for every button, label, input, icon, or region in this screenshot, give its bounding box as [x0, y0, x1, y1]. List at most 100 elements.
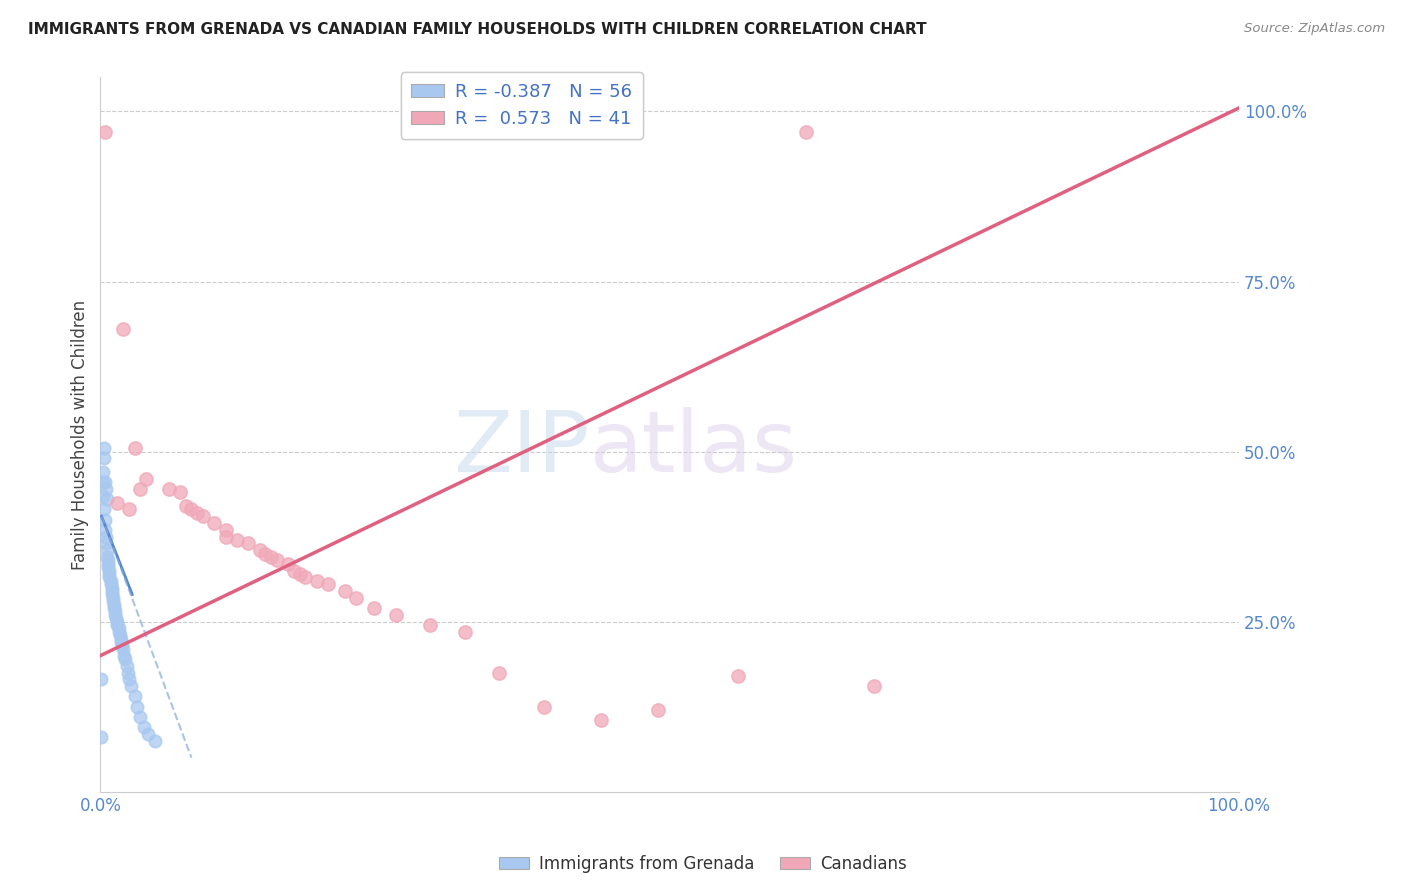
Point: [98, 570, 121, 584]
Text: ZIP: ZIP: [453, 408, 591, 491]
Point: [114, 652, 136, 666]
Point: [97, 560, 120, 574]
Point: [97, 553, 120, 567]
Point: [249, 543, 271, 558]
Point: [94, 530, 117, 544]
Point: [91, 489, 114, 503]
Point: [453, 624, 475, 639]
Point: [283, 564, 305, 578]
Point: [238, 536, 260, 550]
Point: [112, 648, 135, 663]
Point: [107, 495, 129, 509]
Legend: R = -0.387   N = 56, R =  0.573   N = 41: R = -0.387 N = 56, R = 0.573 N = 41: [401, 72, 643, 139]
Point: [533, 699, 555, 714]
Point: [180, 502, 202, 516]
Point: [107, 615, 129, 629]
Point: [120, 679, 142, 693]
Point: [93, 502, 115, 516]
Point: [294, 570, 316, 584]
Point: [124, 690, 146, 704]
Point: [226, 533, 249, 547]
Point: [124, 441, 146, 455]
Point: [129, 482, 152, 496]
Point: [108, 628, 131, 642]
Point: [107, 624, 129, 639]
Point: [98, 564, 121, 578]
Text: IMMIGRANTS FROM GRENADA VS CANADIAN FAMILY HOUSEHOLDS WITH CHILDREN CORRELATION : IMMIGRANTS FROM GRENADA VS CANADIAN FAMI…: [28, 22, 927, 37]
Point: [90, 731, 112, 745]
Point: [794, 125, 817, 139]
Point: [363, 601, 385, 615]
Point: [96, 549, 118, 564]
Point: [90, 673, 112, 687]
Point: [103, 598, 125, 612]
Point: [100, 577, 122, 591]
Point: [111, 639, 134, 653]
Point: [96, 543, 118, 558]
Point: [101, 591, 124, 605]
Point: [112, 641, 135, 656]
Point: [104, 604, 127, 618]
Point: [591, 713, 613, 727]
Point: [100, 587, 122, 601]
Point: [277, 557, 299, 571]
Point: [100, 574, 122, 588]
Point: [94, 475, 117, 490]
Text: atlas: atlas: [591, 408, 797, 491]
Point: [333, 584, 356, 599]
Point: [186, 506, 208, 520]
Point: [125, 699, 148, 714]
Point: [254, 547, 277, 561]
Point: [107, 622, 129, 636]
Point: [727, 669, 749, 683]
Point: [101, 594, 124, 608]
Point: [129, 710, 152, 724]
Point: [110, 635, 132, 649]
Point: [135, 472, 157, 486]
Point: [110, 632, 132, 646]
Point: [103, 601, 125, 615]
Y-axis label: Family Households with Children: Family Households with Children: [72, 300, 89, 570]
Point: [316, 577, 339, 591]
Point: [346, 591, 368, 605]
Point: [214, 523, 236, 537]
Point: [118, 502, 141, 516]
Point: [143, 733, 166, 747]
Point: [91, 475, 114, 490]
Point: [118, 673, 141, 687]
Point: [94, 523, 117, 537]
Point: [169, 485, 191, 500]
Text: Source: ZipAtlas.com: Source: ZipAtlas.com: [1244, 22, 1385, 36]
Point: [100, 584, 122, 599]
Point: [174, 499, 197, 513]
Point: [288, 567, 311, 582]
Point: [98, 567, 121, 582]
Legend: Immigrants from Grenada, Canadians: Immigrants from Grenada, Canadians: [492, 848, 914, 880]
Point: [94, 536, 117, 550]
Point: [117, 665, 139, 680]
Point: [94, 125, 117, 139]
Point: [100, 581, 122, 595]
Point: [105, 611, 128, 625]
Point: [260, 549, 283, 564]
Point: [96, 492, 118, 507]
Point: [107, 618, 129, 632]
Point: [94, 513, 117, 527]
Point: [157, 482, 180, 496]
Point: [419, 618, 441, 632]
Point: [115, 658, 138, 673]
Point: [191, 509, 214, 524]
Point: [93, 451, 115, 466]
Point: [863, 679, 886, 693]
Point: [91, 465, 114, 479]
Point: [647, 703, 669, 717]
Point: [112, 322, 135, 336]
Point: [488, 665, 510, 680]
Point: [136, 727, 159, 741]
Point: [214, 530, 236, 544]
Point: [202, 516, 225, 530]
Point: [132, 720, 155, 734]
Point: [97, 557, 120, 571]
Point: [94, 482, 117, 496]
Point: [305, 574, 328, 588]
